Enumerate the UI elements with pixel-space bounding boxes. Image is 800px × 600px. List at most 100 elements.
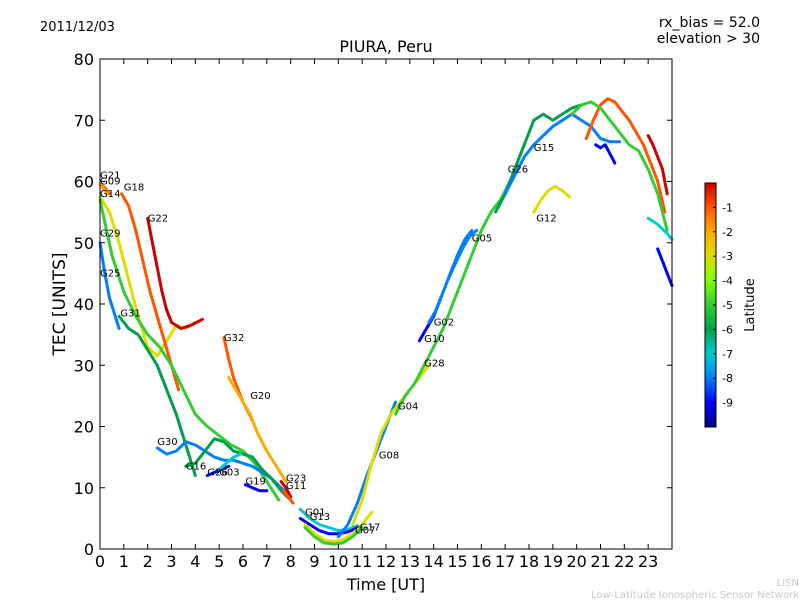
tec-track-31 (584, 97, 667, 214)
x-tick-label: 19 (543, 552, 563, 571)
date-label: 2011/12/03 (40, 20, 115, 35)
colorbar-tick-label: -8 (722, 372, 733, 385)
tec-track-16 (279, 480, 293, 499)
tec-track-34 (646, 134, 669, 196)
satellite-label: G09 (100, 177, 120, 188)
satellite-label: G08 (379, 450, 399, 461)
satellite-label: G26 (508, 164, 528, 175)
tec-track-20 (303, 510, 374, 544)
colorbar-tick-label: -1 (722, 201, 733, 214)
x-tick-label: 16 (471, 552, 491, 571)
y-axis-label: TEC [UNITS] (50, 252, 70, 356)
satellite-label: G07 (355, 526, 375, 537)
x-tick-label: 8 (286, 552, 296, 571)
elevation-label: elevation > 30 (657, 31, 760, 47)
colorbar-tick-label: -6 (722, 323, 733, 336)
colorbar-tick-label: -2 (722, 226, 733, 239)
satellite-label: G14 (100, 189, 120, 200)
x-tick-label: 13 (400, 552, 420, 571)
tec-track-4 (120, 192, 181, 392)
satellite-label: G19 (245, 477, 265, 488)
x-tick-label: 5 (214, 552, 224, 571)
tec-track-36 (646, 216, 674, 242)
plot-area: G21G09G14G18G29G25G31G22G32G20G30G16G26G… (98, 97, 674, 546)
x-tick-label: 10 (328, 552, 348, 571)
tec-track-7 (117, 314, 197, 477)
x-tick-label: 2 (143, 552, 153, 571)
x-tick-label: 7 (262, 552, 272, 571)
colorbar-tick-label: -9 (722, 397, 733, 410)
x-tick-label: 14 (423, 552, 443, 571)
tec-track-15 (243, 483, 269, 493)
x-tick-label: 1 (119, 552, 129, 571)
satellite-label: G31 (120, 308, 140, 319)
x-axis-label: Time [UT] (346, 575, 425, 594)
satellite-label: G32 (224, 333, 244, 344)
satellite-label: G12 (536, 213, 556, 224)
tec-track-14 (227, 376, 288, 484)
latitude-colorbar: -1 -2 -3 -4 -5 -6 -7 -8 -9 (704, 182, 733, 428)
y-tick-label: 70 (74, 111, 94, 130)
y-tick-label: 60 (74, 173, 94, 192)
x-tick-label: 9 (309, 552, 319, 571)
satellite-label: G26 (207, 468, 227, 479)
tec-track-32 (570, 100, 669, 232)
satellite-label: G21 (100, 170, 120, 181)
x-tick-label: 22 (614, 552, 634, 571)
colorbar-tick-label: -7 (722, 348, 733, 361)
x-tick-label: 23 (638, 552, 658, 571)
satellite-label: G03 (219, 468, 239, 479)
y-tick-label: 40 (74, 295, 94, 314)
satellite-label: G29 (100, 229, 120, 240)
tec-track-18 (298, 507, 359, 533)
satellite-label: G15 (534, 143, 554, 154)
x-tick-label: 11 (352, 552, 372, 571)
tec-track-2 (98, 183, 109, 196)
colorbar-label: Latitude (743, 278, 758, 332)
satellite-label: G02 (434, 317, 454, 328)
y-tick-label: 50 (74, 234, 94, 253)
x-tick-label: 21 (590, 552, 610, 571)
tec-track-35 (656, 247, 674, 288)
x-tick-label: 4 (190, 552, 200, 571)
tec-track-24 (394, 180, 512, 416)
tec-track-11 (205, 464, 231, 477)
satellite-label: G11 (286, 481, 306, 492)
x-tick-label: 0 (95, 552, 105, 571)
satellite-label: G28 (424, 359, 444, 370)
tec-track-21 (303, 526, 364, 546)
y-tick-label: 20 (74, 418, 94, 437)
satellite-label: G10 (424, 334, 444, 345)
tec-track-8 (146, 216, 204, 330)
satellite-label: G22 (148, 213, 168, 224)
satellite-label: G16 (186, 461, 206, 472)
tec-track-29 (503, 112, 622, 196)
footer-org-full: Low-Latitude Ionospheric Sensor Network (591, 590, 799, 600)
tec-track-23 (351, 363, 431, 526)
satellite-label: G04 (398, 401, 418, 412)
x-tick-label: 17 (495, 552, 515, 571)
colorbar-tick-label: -3 (722, 250, 733, 263)
satellite-label: G17 (360, 523, 380, 534)
y-tick-label: 30 (74, 356, 94, 375)
y-tick-label: 80 (74, 50, 94, 69)
x-tick-label: 20 (566, 552, 586, 571)
tec-track-10 (184, 437, 293, 502)
y-tick-label: 10 (74, 479, 94, 498)
satellite-label: G01 (305, 507, 325, 518)
y-tick-label: 0 (84, 540, 94, 559)
tec-track-27 (446, 229, 479, 281)
tec-track-30 (532, 184, 571, 214)
x-tick-label: 15 (447, 552, 467, 571)
satellite-label: G18 (124, 183, 144, 194)
colorbar-tick-label: -5 (722, 299, 733, 312)
tec-track-17 (282, 489, 295, 505)
satellite-label: G25 (100, 268, 120, 279)
x-tick-label: 3 (166, 552, 176, 571)
tec-track-33 (594, 143, 617, 165)
x-tick-label: 12 (376, 552, 396, 571)
rx-bias-label: rx_bias = 52.0 (659, 15, 760, 31)
satellite-label: G30 (157, 437, 177, 448)
x-axis: 0 1 2 3 4 5 6 7 8 9 10 11 12 13 14 15 16 17 18 19 20 21 22 23 (95, 59, 658, 571)
